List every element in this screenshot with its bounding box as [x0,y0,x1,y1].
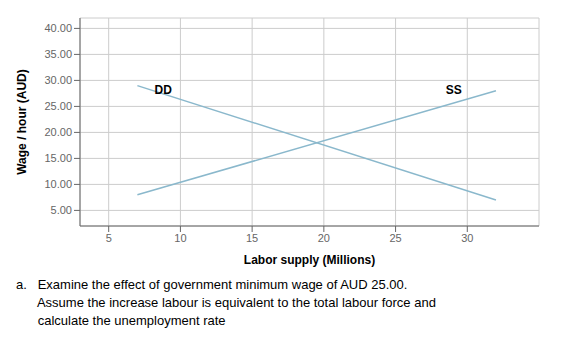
html-text:Assume the increase labour is: Assume the increase labour is equivalent… [16,295,436,310]
html-text:calculate the unemployment rat: calculate the unemployment rate [16,313,226,328]
svg-text:Labor supply (Millions): Labor supply (Millions) [244,253,375,267]
svg-text:15: 15 [246,232,258,244]
svg-text:30: 30 [461,232,473,244]
svg-text:5.00: 5.00 [51,204,72,216]
svg-text:10.00: 10.00 [44,178,72,190]
svg-text:25.00: 25.00 [44,100,72,112]
html-text:a. Examine the effect of gover: a. Examine the effect of government mini… [16,277,408,292]
svg-text:10: 10 [174,232,186,244]
svg-text:40.00: 40.00 [44,22,72,34]
svg-text:Wage / hour (AUD): Wage / hour (AUD) [15,69,29,175]
svg-text:15.00: 15.00 [44,152,72,164]
svg-text:20.00: 20.00 [44,126,72,138]
svg-text:5: 5 [106,232,112,244]
svg-text:25: 25 [389,232,401,244]
svg-text:30.00: 30.00 [44,74,72,86]
svg-text:35.00: 35.00 [44,48,72,60]
svg-text:DD: DD [155,83,173,97]
svg-text:20: 20 [318,232,330,244]
svg-text:SS: SS [446,83,462,97]
